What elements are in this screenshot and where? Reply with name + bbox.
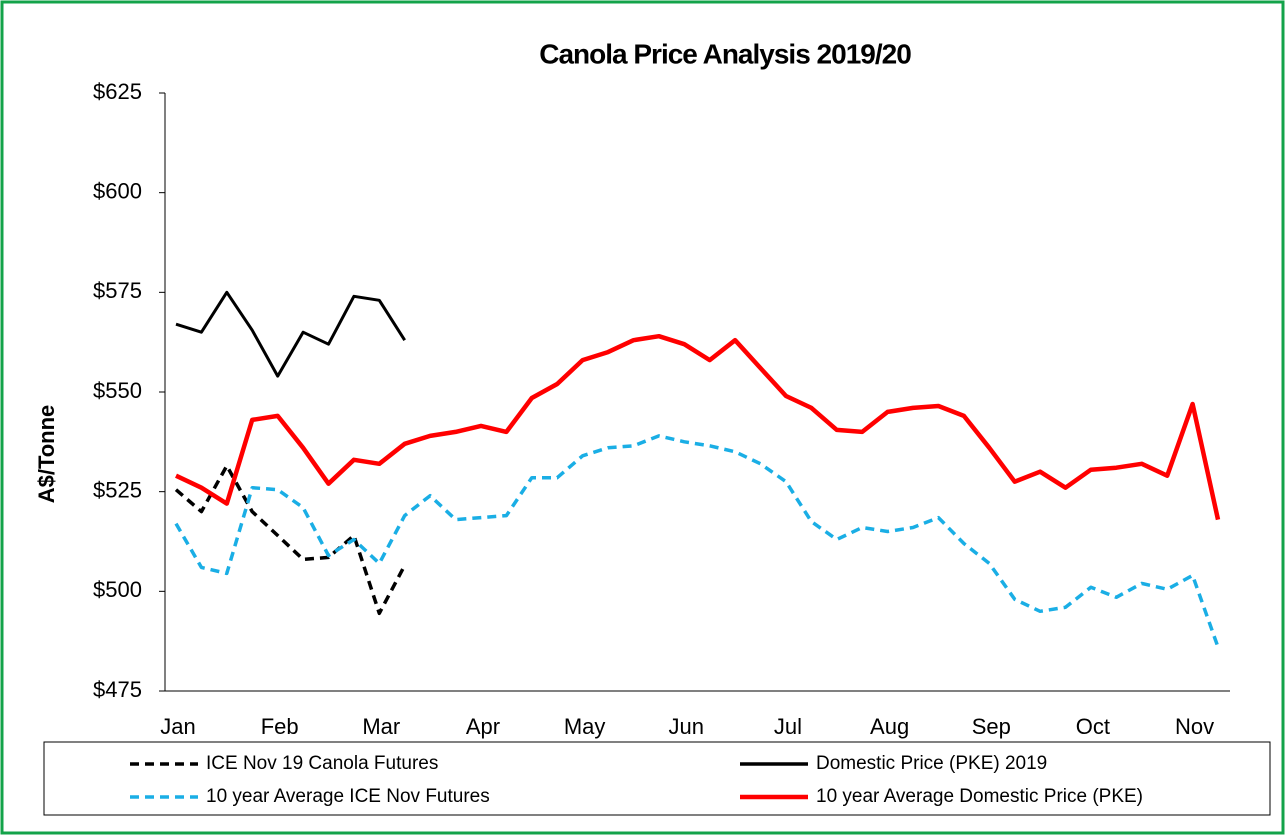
x-tick-label: Nov bbox=[1175, 714, 1214, 739]
series-line bbox=[174, 434, 1220, 648]
y-tick-label: $600 bbox=[93, 178, 142, 203]
chart-title: Canola Price Analysis 2019/20 bbox=[539, 38, 911, 69]
legend-label: 10 year Average Domestic Price (PKE) bbox=[816, 786, 1143, 807]
series-line bbox=[175, 290, 406, 378]
legend-label: ICE Nov 19 Canola Futures bbox=[206, 753, 438, 774]
x-tick-label: Aug bbox=[870, 714, 909, 739]
x-tick-label: Jul bbox=[774, 714, 802, 739]
x-tick-label: Mar bbox=[362, 714, 400, 739]
y-tick-label: $575 bbox=[93, 278, 142, 303]
y-tick-label: $550 bbox=[93, 378, 142, 403]
legend-label: 10 year Average ICE Nov Futures bbox=[206, 786, 490, 807]
legend-label: Domestic Price (PKE) 2019 bbox=[816, 753, 1047, 774]
x-tick-label: Jan bbox=[160, 714, 195, 739]
x-tick-label: Jun bbox=[669, 714, 704, 739]
legend-box bbox=[43, 741, 1271, 816]
x-tick-label: Sep bbox=[972, 714, 1011, 739]
x-tick-label: Apr bbox=[466, 714, 500, 739]
y-tick-label: $525 bbox=[93, 477, 142, 502]
y-tick-label: $475 bbox=[93, 677, 142, 702]
series-line bbox=[175, 333, 1221, 521]
y-tick-label: $625 bbox=[93, 79, 142, 104]
y-axis-label: A$/Tonne bbox=[34, 405, 59, 504]
x-tick-label: May bbox=[564, 714, 606, 739]
y-tick-label: $500 bbox=[93, 577, 142, 602]
series-line bbox=[174, 464, 407, 616]
x-tick-label: Oct bbox=[1076, 714, 1110, 739]
x-tick-label: Feb bbox=[261, 714, 299, 739]
